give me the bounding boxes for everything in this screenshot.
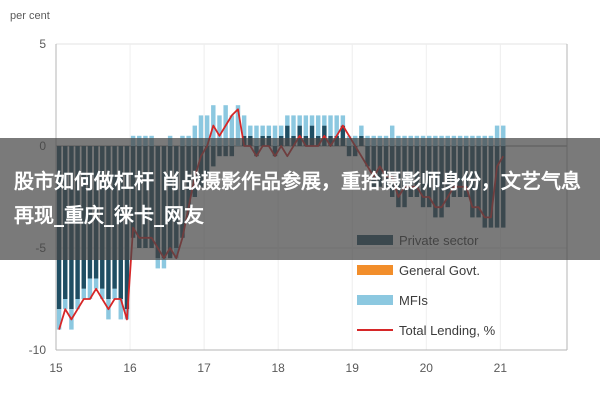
bar [198,115,204,146]
bar [389,125,395,146]
legend-swatch [357,265,393,275]
x-tick-label: 20 [420,361,434,375]
bar [340,125,346,146]
bar [359,125,364,136]
bar [285,125,290,146]
bar [254,125,259,146]
legend-swatch [357,295,393,305]
x-tick-label: 17 [197,361,211,375]
bar [285,115,290,126]
y-axis-unit-label: per cent [10,10,50,22]
overlay-title: 股市如何做杠杆 肖战摄影作品参展，重拾摄影师身份，文艺气息再现_重庆_徕卡_网友 [14,169,581,227]
bar [112,288,117,299]
bar [75,299,80,310]
bar [291,115,296,136]
bar [56,309,62,330]
bar [260,125,265,136]
bar [334,115,339,136]
bar [309,115,315,126]
legend-label: General Govt. [399,263,480,278]
bar [309,125,315,146]
title-overlay-banner: 股市如何做杠杆 肖战摄影作品参展，重拾摄影师身份，文艺气息再现_重庆_徕卡_网友 [0,138,600,260]
bar [328,115,333,136]
bar [229,115,235,146]
x-tick-label: 19 [346,361,360,375]
bar [322,115,327,126]
x-tick-labels: 15 16 17 18 19 20 21 [49,361,507,375]
bar [266,125,272,136]
x-tick-label: 18 [271,361,285,375]
bar [297,115,302,126]
bar [248,125,253,136]
bar [217,115,222,146]
bar [100,288,105,299]
bar [501,125,506,146]
bar [81,288,86,299]
bar [241,115,247,136]
bar [272,125,278,146]
bar [63,299,68,310]
bar [87,278,93,299]
bar [192,125,198,146]
x-tick-label: 16 [123,361,137,375]
bar [340,115,346,126]
x-tick-label: 15 [49,361,63,375]
bar [118,299,123,320]
legend-label: MFIs [399,293,428,308]
bar [494,125,500,146]
bar [204,115,210,146]
x-tick-label: 21 [494,361,508,375]
bar [161,258,167,269]
bar [155,258,161,269]
bar [303,115,309,136]
bar [278,125,284,136]
bar [315,115,321,136]
bar [235,105,241,146]
y-tick-label: 5 [39,37,46,51]
bar [93,278,99,289]
legend-label: Total Lending, % [399,323,496,338]
y-tick-label: -10 [29,343,47,357]
